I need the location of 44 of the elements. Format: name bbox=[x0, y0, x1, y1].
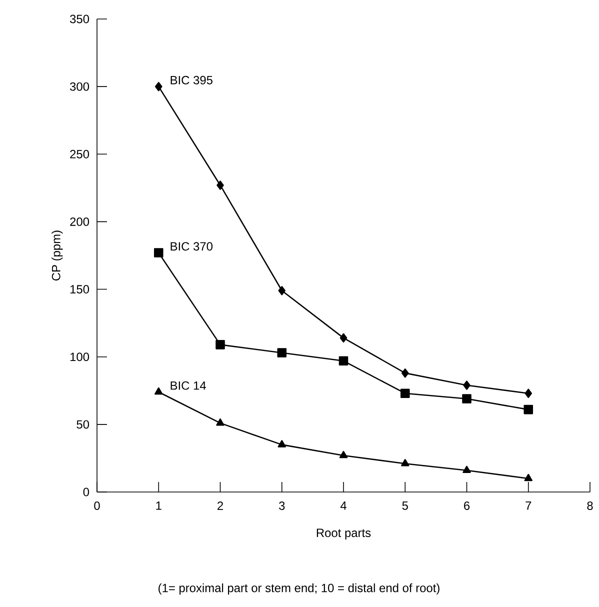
y-tick-label: 150 bbox=[70, 285, 90, 294]
text: (1= proximal part or stem end; 10 = distal end of root) bbox=[158, 583, 440, 595]
point bbox=[154, 387, 163, 395]
point bbox=[400, 388, 410, 398]
point bbox=[154, 82, 162, 92]
y-axis-title: CP (ppm) bbox=[52, 230, 63, 280]
x-axis-title: Root parts bbox=[316, 528, 371, 540]
point bbox=[463, 380, 470, 390]
series-label: BIC 395 bbox=[170, 76, 212, 84]
y-tick-label: 350 bbox=[70, 14, 90, 24]
y-tick-label: 300 bbox=[70, 82, 90, 91]
point bbox=[462, 394, 472, 404]
x-tick-label: 3 bbox=[279, 502, 285, 510]
point bbox=[339, 450, 348, 458]
x-tick-label: 8 bbox=[587, 502, 593, 510]
y-tick-label: 200 bbox=[70, 217, 90, 226]
point bbox=[216, 418, 224, 426]
point bbox=[277, 348, 287, 358]
series-label: BIC 370 bbox=[170, 242, 213, 251]
y-tick-label: 100 bbox=[70, 352, 90, 362]
point bbox=[216, 340, 225, 350]
x-tick-label: 2 bbox=[218, 502, 223, 510]
x-tick-label: 4 bbox=[340, 502, 346, 510]
y-tick-label: 50 bbox=[76, 420, 90, 429]
x-tick-label: 5 bbox=[402, 502, 408, 510]
point bbox=[278, 440, 286, 448]
point bbox=[278, 286, 286, 296]
point bbox=[401, 368, 409, 378]
y-tick-label: 250 bbox=[70, 150, 90, 158]
x-tick-label: 6 bbox=[464, 502, 470, 510]
y-tick-label: 0 bbox=[83, 488, 90, 496]
point bbox=[401, 458, 410, 466]
point bbox=[462, 466, 471, 474]
point bbox=[524, 474, 532, 482]
point bbox=[524, 388, 532, 398]
series-label: BIC 14 bbox=[170, 381, 206, 390]
point bbox=[154, 248, 164, 258]
point bbox=[338, 356, 348, 366]
point bbox=[340, 333, 348, 343]
point bbox=[216, 180, 224, 190]
point bbox=[524, 404, 534, 414]
x-tick-label: 7 bbox=[526, 502, 532, 510]
x-tick-label: 1 bbox=[156, 502, 162, 510]
x-tick-label: 0 bbox=[94, 502, 100, 510]
